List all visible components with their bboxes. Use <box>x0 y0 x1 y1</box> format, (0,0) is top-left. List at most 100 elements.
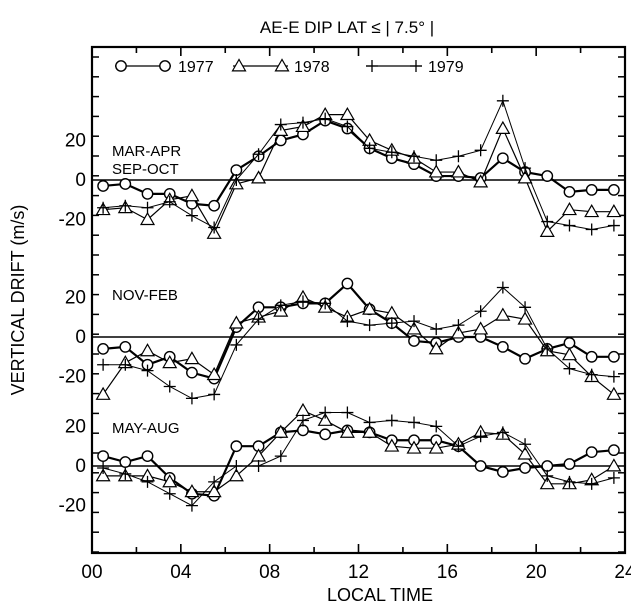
data-point <box>341 120 354 133</box>
data-point <box>139 211 156 226</box>
series-1979 <box>97 94 620 236</box>
data-point <box>606 386 622 400</box>
data-point <box>428 341 444 355</box>
data-point <box>452 440 465 453</box>
data-point <box>95 386 111 400</box>
data-point <box>406 440 422 454</box>
data-point <box>296 295 309 308</box>
x-tick-label: 08 <box>259 562 280 583</box>
data-point <box>185 209 198 222</box>
data-point <box>563 475 576 488</box>
data-point <box>252 460 265 472</box>
data-point <box>385 414 398 427</box>
data-point <box>607 471 620 484</box>
data-point <box>97 201 110 214</box>
data-point <box>563 362 576 375</box>
series-line <box>103 286 614 399</box>
data-point <box>430 154 443 167</box>
data-point <box>519 462 531 474</box>
data-point <box>585 350 598 363</box>
data-point <box>408 150 421 163</box>
data-point <box>539 476 555 490</box>
plot-area: 00 04 08 12 16 20 24 20 0 -20 20 0 -20 20 0 -20 MAR-APRS… <box>59 45 631 583</box>
data-point <box>450 164 466 178</box>
y-tick-label: 20 <box>65 130 86 151</box>
data-point <box>119 358 132 371</box>
data-point <box>496 281 509 294</box>
x-tick-label: 24 <box>614 562 631 583</box>
data-point <box>141 364 154 377</box>
data-point <box>362 424 378 438</box>
data-point <box>141 475 154 488</box>
data-point <box>206 484 222 498</box>
data-point <box>607 350 620 363</box>
x-axis-label: LOCAL TIME <box>327 585 433 605</box>
legend-marker <box>115 60 127 72</box>
series-line <box>103 119 614 207</box>
y-tick-label: -20 <box>59 367 86 388</box>
data-point <box>119 178 132 190</box>
y-tick-label: 0 <box>75 327 86 348</box>
y-tick-label: 0 <box>75 456 86 477</box>
legend-marker <box>231 58 247 72</box>
data-point <box>274 118 287 131</box>
legend-label: 1977 <box>178 59 214 76</box>
data-point <box>339 424 355 438</box>
chart-title: AE-E DIP LAT ≤ | 7.5° | <box>260 18 434 37</box>
data-point <box>450 325 466 339</box>
x-tick-label: 00 <box>81 562 102 583</box>
series-1979 <box>97 406 620 512</box>
data-point <box>517 446 533 460</box>
data-point <box>428 164 444 178</box>
panel-label: NOV-FEB <box>112 287 178 304</box>
x-tick-label: 20 <box>526 562 547 583</box>
data-point <box>163 195 176 208</box>
data-point <box>273 424 289 438</box>
data-point <box>406 321 422 335</box>
data-point <box>561 347 578 361</box>
data-point <box>452 150 465 163</box>
data-point <box>230 164 243 177</box>
data-point <box>408 416 421 429</box>
data-point <box>541 170 554 182</box>
data-point <box>408 335 420 347</box>
data-point <box>252 148 265 161</box>
data-point <box>585 368 598 381</box>
data-point <box>296 414 309 427</box>
data-point <box>474 430 487 443</box>
data-point <box>208 475 221 488</box>
data-point <box>563 185 576 198</box>
data-point <box>363 142 376 155</box>
data-point <box>607 183 620 196</box>
data-point <box>385 146 398 159</box>
x-tick-label: 12 <box>348 562 369 583</box>
data-point <box>319 112 332 125</box>
data-point <box>141 450 154 462</box>
data-point <box>363 319 376 332</box>
data-point <box>474 144 487 157</box>
data-point <box>163 487 176 500</box>
data-point <box>339 106 355 121</box>
data-point <box>97 180 110 192</box>
x-tick-label: 16 <box>437 562 458 583</box>
data-point <box>230 460 243 472</box>
data-point <box>230 338 243 351</box>
data-point <box>97 342 110 355</box>
data-point <box>607 444 620 457</box>
data-point <box>184 351 200 365</box>
data-point <box>385 317 398 330</box>
y-tick-label: 20 <box>65 287 86 308</box>
data-point <box>606 203 622 218</box>
data-point <box>296 116 309 129</box>
data-point <box>251 170 267 184</box>
data-point <box>208 388 221 401</box>
legend-marker <box>274 58 290 72</box>
data-point <box>563 219 576 232</box>
data-point <box>473 321 489 335</box>
data-point <box>208 199 221 212</box>
y-tick-label: -20 <box>59 210 86 231</box>
data-point <box>230 440 243 453</box>
legend-label: 1978 <box>294 59 330 76</box>
data-point <box>584 203 600 218</box>
